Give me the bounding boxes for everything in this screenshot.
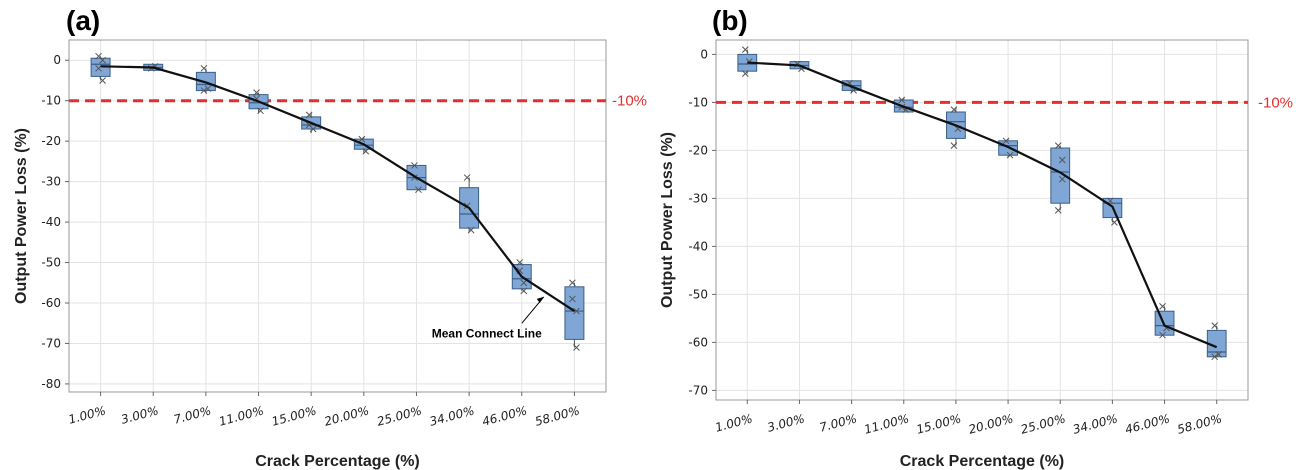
y-tick-label: -70 (688, 383, 708, 397)
data-point (362, 147, 370, 155)
x-tick-label: 20.00% (323, 403, 371, 428)
y-axis-title: Output Power Loss (%) (13, 128, 30, 304)
data-point (463, 174, 471, 181)
data-point (1215, 351, 1223, 358)
x-axis-title: Crack Percentage (%) (900, 453, 1065, 470)
data-point (569, 279, 576, 287)
x-tick-label: 11.00% (217, 403, 265, 428)
x-tick-label: 20.00% (967, 411, 1015, 436)
chart-panel-b: 0 -10 -20 -30 -40 -50 -60 -70 1.00% 3.00% 7.00% 11.… (659, 5, 1293, 470)
plot-border (68, 39, 607, 393)
x-tick-label: 3.00% (120, 403, 160, 426)
data-point (415, 186, 422, 194)
chart-panel-a: 0 -10 -20 -30 -40 -50 -60 -70 -80 1.00% 3.00% 7.00%… (13, 5, 647, 470)
y-tick-label: -10 (688, 95, 708, 109)
panel-label: (a) (66, 5, 100, 36)
x-tick-label: 34.00% (1071, 411, 1119, 436)
x-tick-label: 25.00% (1019, 411, 1067, 436)
y-tick-label: -70 (41, 336, 61, 350)
data-point (411, 162, 418, 169)
data-point (99, 56, 106, 64)
data-point (200, 87, 208, 94)
data-point (1211, 322, 1219, 329)
data-point (741, 46, 749, 53)
data-point (1002, 137, 1010, 145)
y-tick-label: -10 (41, 94, 61, 108)
panel-label: (b) (712, 5, 748, 36)
annotation-label: Mean Connect Line (432, 326, 542, 340)
x-axis-title: Crack Percentage (%) (255, 453, 420, 470)
data-point (204, 85, 212, 92)
data-point (257, 107, 264, 115)
plot-border (715, 39, 1249, 401)
data-point (1006, 151, 1014, 159)
data-point (1058, 175, 1066, 183)
data-point (741, 70, 749, 77)
x-tick-label: 58.00% (1176, 411, 1224, 436)
x-tick-label: 1.00% (714, 411, 754, 434)
data-point (305, 111, 313, 119)
y-tick-label: -20 (41, 134, 61, 148)
y-tick-label: -50 (41, 256, 61, 270)
data-point (99, 77, 106, 84)
y-tick-label: -20 (688, 143, 708, 157)
mean-connect-line (100, 65, 576, 313)
data-point (1159, 303, 1166, 310)
data-point (573, 344, 580, 351)
data-point (253, 89, 260, 96)
x-tick-label: 1.00% (67, 403, 107, 426)
y-tick-label: -50 (688, 287, 708, 301)
data-point (950, 106, 958, 113)
data-point (520, 287, 528, 295)
x-tick-label: 7.00% (172, 403, 212, 426)
x-tick-label: 15.00% (270, 403, 318, 428)
x-tick-label: 7.00% (818, 411, 858, 434)
data-point (569, 295, 576, 303)
data-point (1054, 142, 1062, 149)
y-tick-label: -30 (688, 191, 708, 205)
x-tick-label: 3.00% (766, 411, 806, 434)
y-tick-label: 0 (700, 47, 708, 61)
reference-line-label: -10% (612, 93, 647, 110)
data-point (1058, 156, 1066, 164)
y-tick-label: -60 (41, 296, 61, 310)
data-point (573, 307, 580, 315)
data-point (520, 279, 528, 287)
data-point (898, 96, 906, 104)
x-tick-label: 46.00% (481, 403, 529, 428)
x-tick-label: 25.00% (375, 403, 423, 428)
data-point (467, 226, 475, 234)
annotation-arrowhead (536, 296, 544, 303)
y-tick-label: -80 (41, 377, 61, 391)
x-tick-label: 15.00% (915, 411, 963, 436)
y-tick-label: -30 (41, 175, 61, 189)
data-point (516, 259, 524, 266)
data-point (358, 135, 366, 143)
y-tick-label: -40 (688, 239, 708, 253)
data-point (200, 64, 208, 72)
data-point (1054, 207, 1062, 214)
mean-connect-line (747, 61, 1218, 349)
x-tick-label: 58.00% (533, 403, 581, 428)
y-tick-label: -60 (688, 335, 708, 349)
data-point (1111, 219, 1118, 226)
data-point (1159, 331, 1166, 339)
y-tick-label: -40 (41, 215, 61, 229)
reference-line-label: -10% (1258, 94, 1293, 111)
y-axis-title: Output Power Loss (%) (659, 132, 676, 308)
x-tick-label: 34.00% (428, 403, 476, 428)
data-point (950, 142, 958, 149)
x-tick-label: 11.00% (863, 411, 911, 436)
y-tick-label: 0 (53, 53, 61, 67)
data-point (1211, 353, 1219, 361)
x-tick-label: 46.00% (1123, 411, 1171, 436)
